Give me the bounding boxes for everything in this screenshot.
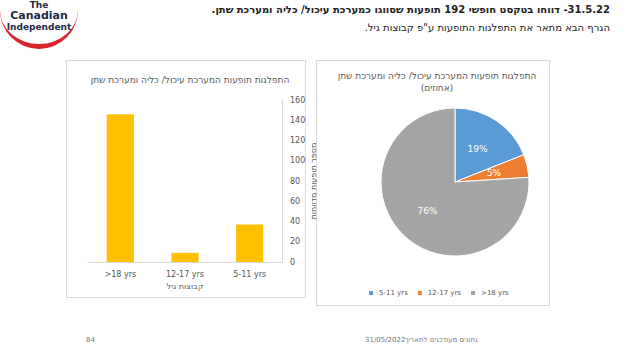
svg-text:0: 0 [290,258,295,267]
html-text:Independent: Independent [6,22,72,32]
html-text:84: 84 [86,336,95,344]
svg-text:12-17 yrs: 12-17 yrs [166,270,204,279]
svg-text:התפלגות תופעות המערכת עיכול/ כ: התפלגות תופעות המערכת עיכול/ כליה ומערכת… [91,75,290,85]
svg-text:(אחוזים): (אחוזים) [421,83,453,93]
html-text:31.5.22- דווחו בטקסט חופשי 192: 31.5.22- דווחו בטקסט חופשי 192 תופעות שס… [211,4,610,15]
svg-text:120: 120 [290,136,305,145]
svg-text:5-11 yrs: 5-11 yrs [233,270,266,279]
svg-text:60: 60 [290,197,300,206]
html-text:The: The [29,0,49,10]
svg-text:40: 40 [290,217,300,226]
svg-text:100: 100 [290,156,305,165]
svg-text:התפלגות תופעות המערכת עיכול/ כ: התפלגות תופעות המערכת עיכול/ כליה ומערכת… [338,71,537,81]
svg-text:160: 160 [290,96,305,105]
svg-text:20: 20 [290,237,300,246]
html-text:נתונים מעודכנים לתאריך: נתונים מעודכנים לתאריך [405,336,478,344]
svg-text:מספר תופעות מדווחות: מספר תופעות מדווחות [309,143,318,220]
html-text:הגרף הבא מתאר את התפלגות התופע: הגרף הבא מתאר את התפלגות התופעות ע"פ קבו… [364,22,610,33]
svg-text:5-11 yrs: 5-11 yrs [379,289,408,297]
svg-text:5%: 5% [487,168,502,178]
svg-text:19%: 19% [467,144,487,154]
svg-text:12-17 yrs: 12-17 yrs [428,289,462,297]
svg-text:76%: 76% [418,206,438,216]
svg-text:80: 80 [290,177,300,186]
svg-text:>18 yrs: >18 yrs [105,270,137,279]
svg-text:>18 yrs: >18 yrs [481,289,509,297]
html-text:31/05/2022: 31/05/2022 [365,336,406,344]
svg-text:140: 140 [290,116,305,125]
html-text:Canadian: Canadian [10,9,68,22]
svg-text:קבוצות גיל: קבוצות גיל [167,282,204,291]
